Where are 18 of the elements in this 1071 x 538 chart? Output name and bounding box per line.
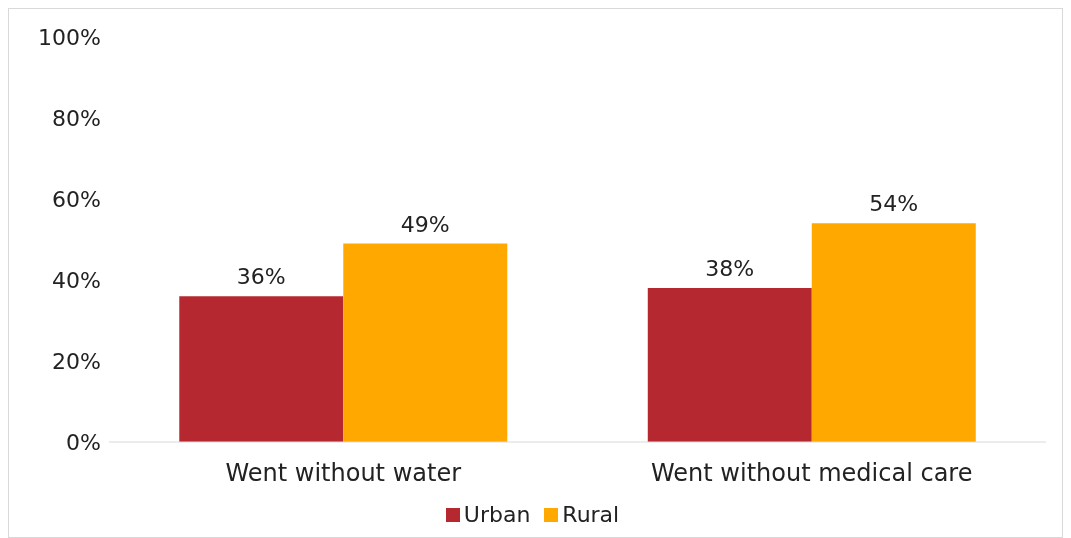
y-tick-label: 40% — [52, 267, 101, 293]
x-tick-label: Went without water — [225, 459, 462, 488]
data-label: 38% — [705, 256, 755, 282]
bar — [647, 288, 812, 442]
data-label: 49% — [400, 211, 450, 237]
y-tick-label: 100% — [38, 24, 101, 50]
data-label: 54% — [869, 191, 919, 217]
x-tick-label: Went without medical care — [651, 459, 973, 488]
y-tick-label: 80% — [52, 105, 101, 131]
data-label: 36% — [236, 264, 286, 290]
y-tick-label: 60% — [52, 186, 101, 212]
bar — [811, 223, 976, 442]
bar — [179, 296, 344, 442]
y-tick-label: 20% — [52, 348, 101, 374]
y-tick-label: 0% — [66, 429, 101, 455]
legend-label: Urban — [462, 502, 531, 527]
legend-label: Rural — [561, 502, 620, 527]
bar — [343, 243, 508, 442]
